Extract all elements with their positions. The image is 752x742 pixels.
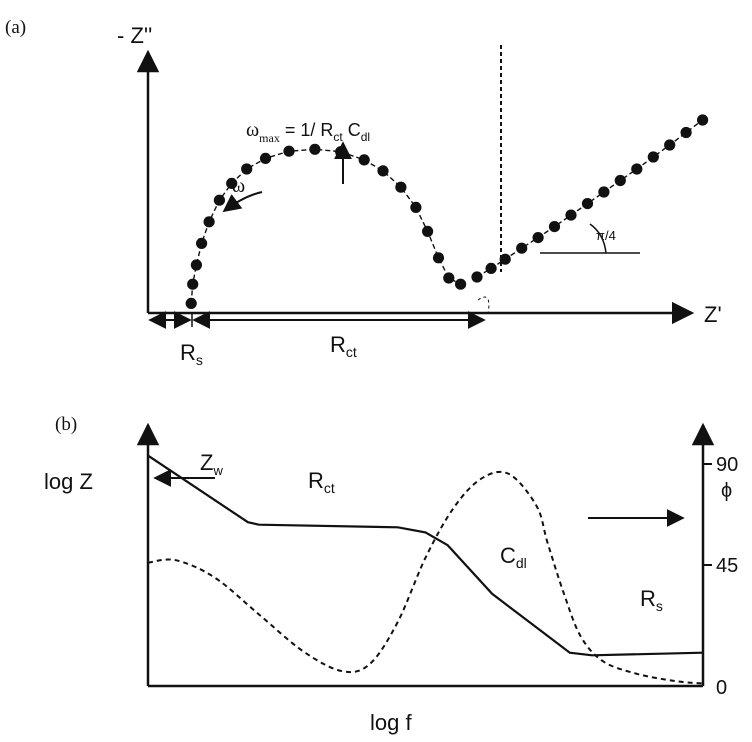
- nyquist-point: [422, 225, 434, 237]
- cdl-label: Cdl: [500, 543, 527, 571]
- log-z-curve: [147, 454, 704, 657]
- warburg-angle-label: π/4: [596, 228, 616, 243]
- phase-curve: [147, 470, 704, 685]
- nyquist-point: [190, 259, 202, 271]
- nyquist-point: [443, 272, 455, 284]
- nyquist-point: [565, 209, 577, 221]
- tick-label-45: 45: [716, 555, 738, 577]
- nyquist-point: [647, 151, 659, 163]
- nyquist-point: [697, 114, 709, 126]
- nyquist-point: [395, 181, 407, 193]
- rct-label: Rct: [330, 332, 357, 360]
- tick-label-90: 90: [716, 454, 738, 476]
- nyquist-point: [377, 165, 389, 177]
- nyquist-x-label: Z': [704, 302, 722, 327]
- zw-label: Zw: [200, 450, 223, 478]
- nyquist-point: [499, 253, 511, 265]
- nyquist-point: [358, 154, 370, 166]
- bode-right-label: ϕ: [721, 480, 732, 502]
- nyquist-point: [485, 262, 497, 274]
- nyquist-point: [241, 163, 253, 175]
- nyquist-point: [283, 145, 295, 157]
- nyquist-point: [680, 126, 692, 139]
- nyquist-point: [203, 216, 215, 228]
- bode-left-label: log Z: [44, 469, 93, 494]
- nyquist-point: [664, 139, 676, 151]
- nyquist-point: [614, 174, 626, 187]
- tick-label-0: 0: [716, 677, 727, 699]
- nyquist-point: [410, 201, 422, 213]
- nyquist-point: [548, 221, 561, 233]
- rs-label: Rs: [180, 340, 203, 368]
- nyquist-point: [516, 242, 528, 254]
- nyquist-point: [226, 177, 238, 189]
- warburg-angle-arc: [589, 223, 607, 254]
- panel-b-label: (b): [55, 414, 77, 435]
- nyquist-y-label: - Z'': [117, 23, 152, 48]
- nyquist-point: [309, 143, 321, 155]
- semicircle-extension: [477, 296, 490, 315]
- nyquist-point: [598, 186, 610, 198]
- bode-x-label: log f: [370, 710, 412, 735]
- nyquist-point: [455, 278, 467, 290]
- rs-bode-label: Rs: [640, 586, 663, 614]
- semicircle-fit-curve: [190, 148, 461, 304]
- nyquist-point: [532, 232, 544, 244]
- nyquist-point: [185, 297, 197, 309]
- omega-max-annotation: ωmax = 1/ Rct Cdl: [246, 119, 370, 145]
- omega-label: ω: [232, 175, 245, 197]
- nyquist-point: [432, 252, 445, 264]
- nyquist-point: [631, 163, 643, 175]
- nyquist-point: [581, 198, 594, 210]
- panel-a-label: (a): [5, 17, 26, 38]
- nyquist-point: [335, 146, 347, 158]
- nyquist-point: [187, 278, 199, 290]
- nyquist-point: [471, 271, 483, 283]
- omega-direction-arrow: [222, 191, 263, 213]
- nyquist-point: [213, 194, 225, 206]
- nyquist-point: [259, 152, 272, 164]
- nyquist-point: [196, 237, 208, 249]
- rct-bode-label: Rct: [308, 468, 335, 496]
